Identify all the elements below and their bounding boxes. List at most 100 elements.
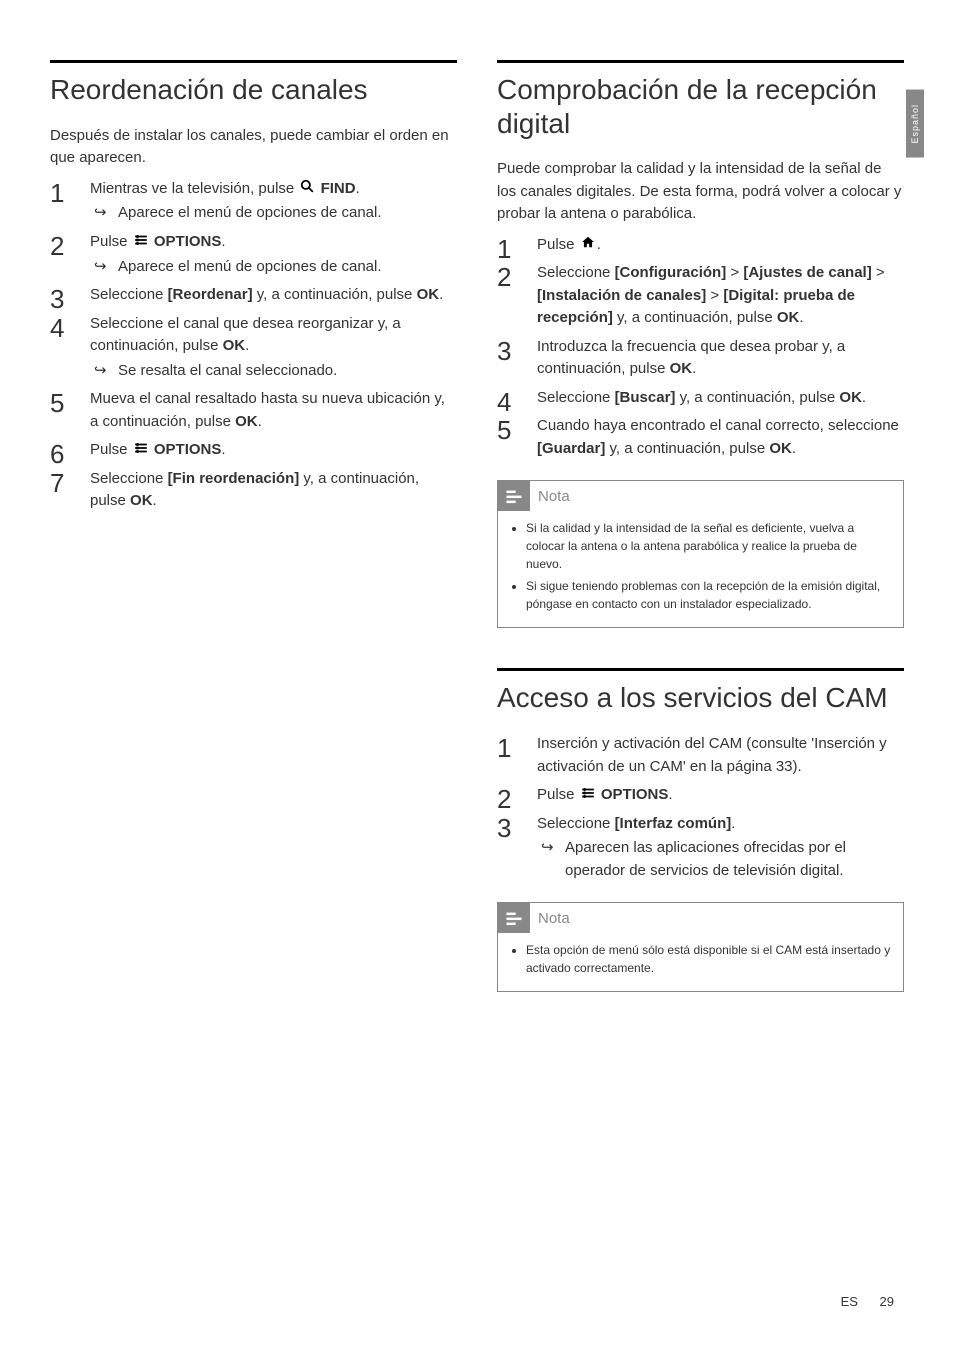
note-box: Nota Esta opción de menú sólo está dispo…	[497, 902, 904, 992]
step-text: Inserción y activación del CAM (consulte…	[537, 735, 887, 775]
step-text: .	[597, 236, 601, 253]
step: Seleccione [Configuración] > [Ajustes de…	[497, 262, 904, 330]
note-body: Esta opción de menú sólo está disponible…	[498, 933, 903, 991]
step: Inserción y activación del CAM (consulte…	[497, 733, 904, 778]
step-bold: OK	[235, 413, 258, 430]
step-bold: [Guardar]	[537, 440, 605, 457]
step: Pulse OPTIONS. Aparece el menú de opcion…	[50, 231, 457, 278]
step: Seleccione [Reordenar] y, a continuación…	[50, 284, 457, 307]
step-text: .	[692, 360, 696, 377]
intro-text: Después de instalar los canales, puede c…	[50, 125, 457, 170]
options-icon	[134, 231, 148, 254]
step-text: >	[706, 287, 723, 304]
step-text: Seleccione	[537, 264, 615, 281]
right-column: Comprobación de la recepción digital Pue…	[497, 60, 904, 992]
heading-reorder-channels: Reordenación de canales	[50, 60, 457, 107]
page-content: Reordenación de canales Después de insta…	[0, 0, 954, 1032]
step: Introduzca la frecuencia que desea proba…	[497, 336, 904, 381]
heading-cam-services: Acceso a los servicios del CAM	[497, 668, 904, 715]
step-text: Pulse	[537, 786, 579, 803]
note-title: Nota	[538, 910, 570, 927]
step-bold: OK	[417, 286, 440, 303]
step-text: .	[153, 492, 157, 509]
step-bold: OPTIONS	[150, 233, 222, 250]
step-bold: OPTIONS	[150, 441, 222, 458]
step-bold: [Fin reordenación]	[168, 470, 300, 487]
note-item: Si sigue teniendo problemas con la recep…	[526, 577, 891, 613]
step-text: Cuando haya encontrado el canal correcto…	[537, 417, 899, 434]
step-bold: [Configuración]	[615, 264, 727, 281]
step-bold: [Reordenar]	[168, 286, 253, 303]
options-icon	[581, 784, 595, 807]
step-text: Seleccione	[90, 286, 168, 303]
note-header: Nota	[498, 903, 903, 933]
intro-text: Puede comprobar la calidad y la intensid…	[497, 158, 904, 226]
step-text: .	[439, 286, 443, 303]
step-sub: Aparece el menú de opciones de canal.	[90, 202, 457, 225]
step-sub: Aparecen las aplicaciones ofrecidas por …	[537, 837, 904, 882]
home-icon	[581, 234, 595, 257]
note-item: Esta opción de menú sólo está disponible…	[526, 941, 891, 977]
step: Mientras ve la televisión, pulse FIND. A…	[50, 178, 457, 225]
left-column: Reordenación de canales Después de insta…	[50, 60, 457, 992]
step: Seleccione [Fin reordenación] y, a conti…	[50, 468, 457, 513]
step-text: Pulse	[537, 236, 579, 253]
steps-list-cam: Inserción y activación del CAM (consulte…	[497, 733, 904, 882]
step-text: .	[731, 815, 735, 832]
step-bold: OK	[670, 360, 693, 377]
step: Mueva el canal resaltado hasta su nueva …	[50, 388, 457, 433]
options-icon	[134, 439, 148, 462]
step: Seleccione el canal que desea reorganiza…	[50, 313, 457, 383]
step-text: >	[726, 264, 743, 281]
footer-page-number: 29	[880, 1294, 894, 1309]
step-bold: FIND	[316, 180, 355, 197]
search-icon	[300, 178, 314, 201]
step-bold: [Buscar]	[615, 389, 676, 406]
note-header: Nota	[498, 481, 903, 511]
step-text: Pulse	[90, 233, 132, 250]
step: Cuando haya encontrado el canal correcto…	[497, 415, 904, 460]
step-text: .	[258, 413, 262, 430]
step-text: .	[862, 389, 866, 406]
note-icon	[498, 903, 530, 933]
step-sub: Aparece el menú de opciones de canal.	[90, 256, 457, 279]
step-text: .	[221, 441, 225, 458]
step-text: y, a continuación, pulse	[253, 286, 417, 303]
step-text: .	[356, 180, 360, 197]
step-bold: OK	[839, 389, 862, 406]
step-text: .	[245, 337, 249, 354]
step-bold: [Instalación de canales]	[537, 287, 706, 304]
step: Seleccione [Interfaz común]. Aparecen la…	[497, 813, 904, 883]
step: Pulse OPTIONS.	[50, 439, 457, 462]
note-item: Si la calidad y la intensidad de la seña…	[526, 519, 891, 573]
steps-list-reorder: Mientras ve la televisión, pulse FIND. A…	[50, 178, 457, 513]
step-text: y, a continuación, pulse	[675, 389, 839, 406]
step-text: .	[799, 309, 803, 326]
step-bold: [Ajustes de canal]	[743, 264, 871, 281]
note-title: Nota	[538, 488, 570, 505]
step-bold: [Interfaz común]	[615, 815, 732, 832]
note-box: Nota Si la calidad y la intensidad de la…	[497, 480, 904, 628]
step-text: Mueva el canal resaltado hasta su nueva …	[90, 390, 445, 430]
step-text: .	[792, 440, 796, 457]
language-side-tab: Español	[906, 90, 924, 158]
step: Pulse .	[497, 234, 904, 257]
step-text: y, a continuación, pulse	[605, 440, 769, 457]
step-text: Seleccione	[537, 389, 615, 406]
step-text: >	[872, 264, 885, 281]
step: Pulse OPTIONS.	[497, 784, 904, 807]
step-text: y, a continuación, pulse	[613, 309, 777, 326]
step-text: .	[668, 786, 672, 803]
step-text: .	[221, 233, 225, 250]
step-sub: Se resalta el canal seleccionado.	[90, 360, 457, 383]
steps-list-reception: Pulse . Seleccione [Configuración] > [Aj…	[497, 234, 904, 461]
note-icon	[498, 481, 530, 511]
step-text: Seleccione	[537, 815, 615, 832]
step-bold: OK	[223, 337, 246, 354]
step-bold: OK	[130, 492, 153, 509]
step-bold: OK	[769, 440, 792, 457]
step-text: Seleccione	[90, 470, 168, 487]
step-bold: OPTIONS	[597, 786, 669, 803]
heading-digital-reception: Comprobación de la recepción digital	[497, 60, 904, 140]
step-bold: OK	[777, 309, 800, 326]
